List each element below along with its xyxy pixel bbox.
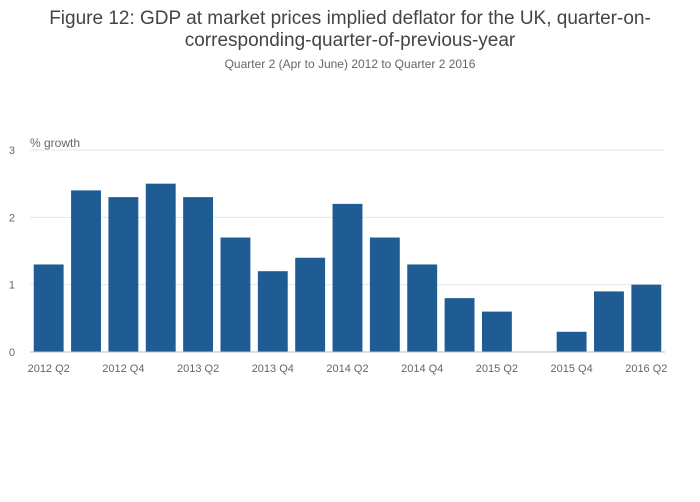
x-tick-label: 2015 Q4 <box>551 363 593 375</box>
bar-2016-q1[interactable] <box>594 291 624 352</box>
y-tick-label: 2 <box>9 212 15 224</box>
bar-2014-q4[interactable] <box>407 264 438 352</box>
bar-2013-q1[interactable] <box>145 183 176 352</box>
bar-2014-q2[interactable] <box>332 203 363 352</box>
x-tick-label: 2012 Q2 <box>28 363 70 375</box>
bar-2013-q3[interactable] <box>220 237 251 352</box>
bar-2015-q1[interactable] <box>444 298 475 352</box>
chart-title-line-1: Figure 12: GDP at market prices implied … <box>49 8 651 29</box>
x-tick-label: 2015 Q2 <box>476 363 518 375</box>
x-tick-label: 2016 Q2 <box>625 363 667 375</box>
x-tick-label: 2012 Q4 <box>102 363 144 375</box>
bar-2013-q2[interactable] <box>183 197 214 352</box>
bar-2015-q4[interactable] <box>556 331 587 352</box>
bar-2015-q2[interactable] <box>481 311 512 352</box>
chart-title: Figure 12: GDP at market prices implied … <box>0 8 700 52</box>
bar-2013-q4[interactable] <box>257 271 288 352</box>
bars <box>33 183 662 352</box>
y-tick-label: 0 <box>9 347 15 359</box>
chart-subtitle: Quarter 2 (Apr to June) 2012 to Quarter … <box>224 57 476 71</box>
x-tick-label: 2014 Q4 <box>401 363 443 375</box>
bar-2016-q2[interactable] <box>631 284 662 352</box>
x-axis-ticks: 2012 Q2 2012 Q4 2013 Q2 2013 Q4 2014 Q2 2014 … <box>28 363 668 375</box>
bar-2012-q2[interactable] <box>33 264 64 352</box>
bar-2014-q3[interactable] <box>369 237 400 352</box>
x-tick-label: 2013 Q4 <box>252 363 294 375</box>
y-axis-ticks: 0 1 2 3 <box>9 145 15 359</box>
bar-2014-q1[interactable] <box>295 257 326 352</box>
y-tick-label: 3 <box>9 145 15 157</box>
x-tick-label: 2014 Q2 <box>326 363 368 375</box>
chart-title-line-2: corresponding-quarter-of-previous-year <box>184 30 516 51</box>
bar-2012-q3[interactable] <box>71 190 101 352</box>
bar-2012-q4[interactable] <box>108 197 139 352</box>
y-axis-label: % growth <box>30 136 80 150</box>
y-tick-label: 1 <box>9 280 15 292</box>
x-tick-label: 2013 Q2 <box>177 363 219 375</box>
